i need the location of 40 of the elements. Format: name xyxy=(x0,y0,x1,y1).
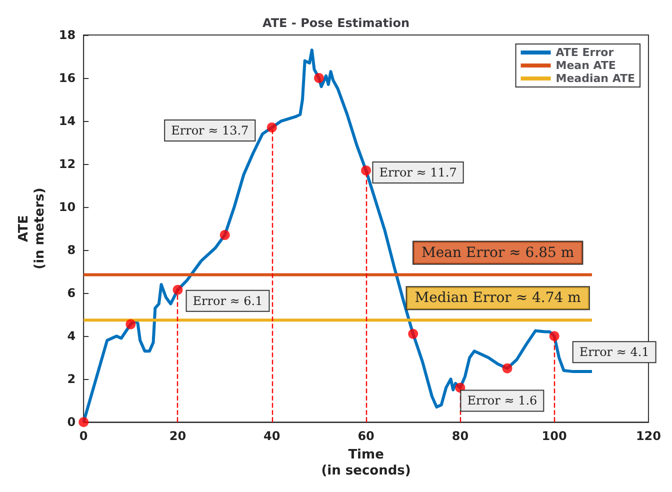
point xyxy=(502,363,512,374)
annotation: Error ≈ 6.1 xyxy=(192,294,263,308)
x-tick-label: 20 xyxy=(169,429,186,444)
y-tick-label: 18 xyxy=(58,28,76,42)
point xyxy=(314,73,324,84)
annotation: Error ≈ 1.6 xyxy=(467,394,538,408)
y-tick-label: 4 xyxy=(67,329,76,344)
x-tick-label: 0 xyxy=(79,429,88,444)
point xyxy=(172,284,183,295)
annotation: Error ≈ 4.1 xyxy=(579,345,650,360)
chart-title: ATE - Pose Estimation xyxy=(262,16,410,30)
annotation: Median Error ≈ 4.74 m xyxy=(414,290,581,306)
y-tick-label: 6 xyxy=(67,286,76,300)
y-tick-label: 0 xyxy=(67,415,76,430)
y-tick-label: 8 xyxy=(67,243,76,258)
x-tick-label: 120 xyxy=(636,429,662,444)
point xyxy=(408,328,418,339)
x-tick-label: 100 xyxy=(542,429,567,444)
point xyxy=(78,417,89,428)
point xyxy=(126,319,136,330)
legend-label: Meadian ATE xyxy=(556,72,635,85)
x-tick-label: 60 xyxy=(358,429,374,444)
legend-label: Mean ATE xyxy=(556,59,616,72)
y-tick-label: 16 xyxy=(58,71,76,86)
point xyxy=(220,230,230,240)
y-tick-label: 10 xyxy=(58,200,76,214)
y-tick-label: 12 xyxy=(58,157,76,172)
annotation: Error ≈ 13.7 xyxy=(171,123,249,138)
x-tick-label: 40 xyxy=(264,429,280,444)
legend-label: ATE Error xyxy=(556,46,614,59)
annotation: Error ≈ 11.7 xyxy=(379,165,457,180)
point xyxy=(549,331,560,342)
y-axis-title: ATE (in meters) xyxy=(16,188,48,270)
y-tick-label: 2 xyxy=(67,372,76,386)
y-tick-label: 14 xyxy=(58,114,76,128)
x-axis-title: Time (in seconds) xyxy=(321,448,411,478)
point xyxy=(361,165,372,176)
x-tick-label: 80 xyxy=(452,429,469,444)
annotation: Mean Error ≈ 6.85 m xyxy=(422,244,574,261)
point xyxy=(266,122,277,132)
